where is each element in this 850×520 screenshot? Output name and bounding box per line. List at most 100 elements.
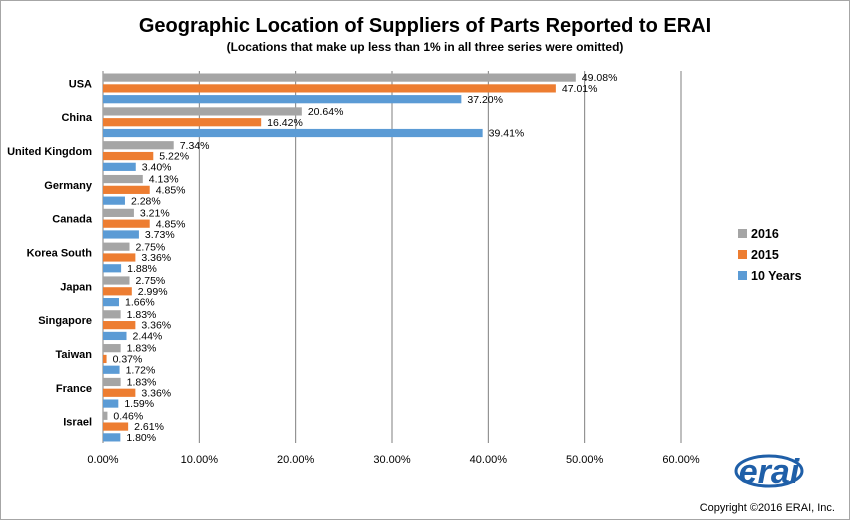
x-tick-label: 60.00% [662, 454, 700, 466]
bar [103, 377, 121, 387]
data-label: 2.75% [135, 241, 165, 253]
x-tick-label: 0.00% [87, 454, 118, 466]
data-label: 0.46% [113, 410, 143, 422]
category-label: France [56, 383, 92, 395]
bar [103, 388, 136, 397]
bars [103, 73, 576, 442]
bar [103, 84, 556, 93]
bar [103, 107, 302, 116]
bar [103, 287, 132, 296]
legend-label: 2016 [751, 227, 779, 241]
bar [103, 276, 130, 285]
data-label: 2.99% [138, 286, 168, 298]
category-label: China [61, 112, 92, 124]
data-label: 4.85% [156, 184, 186, 196]
category-label: United Kingdom [7, 146, 92, 158]
data-label: 4.85% [156, 218, 186, 230]
bar [103, 433, 121, 442]
data-label: 5.22% [159, 151, 189, 163]
category-label: Singapore [38, 315, 92, 327]
bar [103, 344, 121, 353]
data-label: 3.36% [141, 320, 171, 332]
bar [103, 219, 150, 228]
data-label: 3.36% [141, 252, 171, 264]
data-label: 1.83% [127, 377, 157, 389]
bar [103, 411, 108, 420]
data-label: 1.83% [127, 309, 157, 321]
x-tick-label: 10.00% [181, 454, 219, 466]
bar [103, 354, 107, 364]
bar [103, 365, 120, 374]
data-label: 2.61% [134, 421, 164, 433]
data-label: 1.72% [126, 364, 156, 376]
bar [103, 128, 483, 138]
bar [103, 141, 174, 150]
data-label: 16.42% [267, 117, 303, 129]
bar [103, 230, 139, 239]
category-label: Germany [44, 180, 93, 192]
bar [103, 151, 154, 161]
data-label: 49.08% [582, 72, 618, 84]
bar [103, 242, 130, 251]
data-label: 4.13% [149, 174, 179, 186]
bar [103, 95, 462, 104]
category-label: USA [69, 78, 92, 90]
x-axis-ticks: 0.00% 10.00% 20.00% 30.00% 40.00% 50.00% 60.00… [87, 454, 699, 466]
category-label: Korea South [27, 248, 93, 260]
copyright-text: Copyright ©2016 ERAI, Inc. [700, 502, 835, 514]
data-label: 20.64% [308, 106, 344, 118]
data-label: 3.73% [145, 229, 175, 241]
data-label: 1.80% [126, 432, 156, 444]
data-label: 3.40% [142, 161, 172, 173]
gridlines [102, 71, 682, 443]
category-label: Israel [63, 417, 92, 429]
data-label: 3.21% [140, 207, 170, 219]
bar [103, 185, 150, 194]
bar [103, 298, 119, 307]
chart-title: Geographic Location of Suppliers of Part… [139, 15, 711, 37]
logo-ring [734, 454, 804, 488]
chart-subtitle: (Locations that make up less than 1% in … [227, 40, 624, 54]
x-tick-label: 20.00% [277, 454, 315, 466]
legend-swatch [738, 271, 747, 280]
category-label: Canada [52, 214, 93, 226]
legend-label: 10 Years [751, 269, 802, 283]
bar [103, 208, 134, 217]
legend: 2016 2015 10 Years [738, 227, 802, 283]
data-label: 2.75% [135, 275, 165, 287]
legend-label: 2015 [751, 248, 779, 262]
bar [103, 399, 119, 408]
data-label: 1.59% [124, 398, 154, 410]
x-tick-label: 30.00% [373, 454, 411, 466]
category-labels: USA China United Kingdom Germany Canada Korea… [7, 78, 93, 428]
bar [103, 331, 127, 341]
data-label: 1.83% [127, 343, 157, 355]
data-label: 7.34% [180, 140, 210, 152]
category-label: Japan [60, 281, 92, 293]
data-label: 47.01% [562, 83, 598, 95]
data-label: 37.20% [467, 94, 503, 106]
x-tick-label: 50.00% [566, 454, 604, 466]
bar [103, 310, 121, 319]
data-label: 2.44% [133, 331, 163, 343]
data-label: 3.36% [141, 387, 171, 399]
data-labels: 49.08%47.01% 37.20% 20.64% 16.42% 39.41% 7.34… [113, 72, 618, 444]
data-label: 1.66% [125, 297, 155, 309]
bar [103, 118, 262, 127]
bar [103, 196, 125, 205]
bar [103, 321, 136, 330]
erai-logo: erai [734, 453, 804, 491]
bar [103, 162, 136, 171]
bar [103, 73, 576, 82]
bar [103, 264, 122, 273]
bar [103, 253, 136, 262]
data-label: 1.88% [127, 263, 157, 275]
logo-text: erai [739, 453, 801, 491]
data-label: 39.41% [489, 128, 525, 140]
bar [103, 422, 129, 431]
bar [103, 174, 143, 184]
data-label: 0.37% [113, 354, 143, 366]
legend-swatch [738, 229, 747, 238]
category-label: Taiwan [56, 349, 93, 361]
